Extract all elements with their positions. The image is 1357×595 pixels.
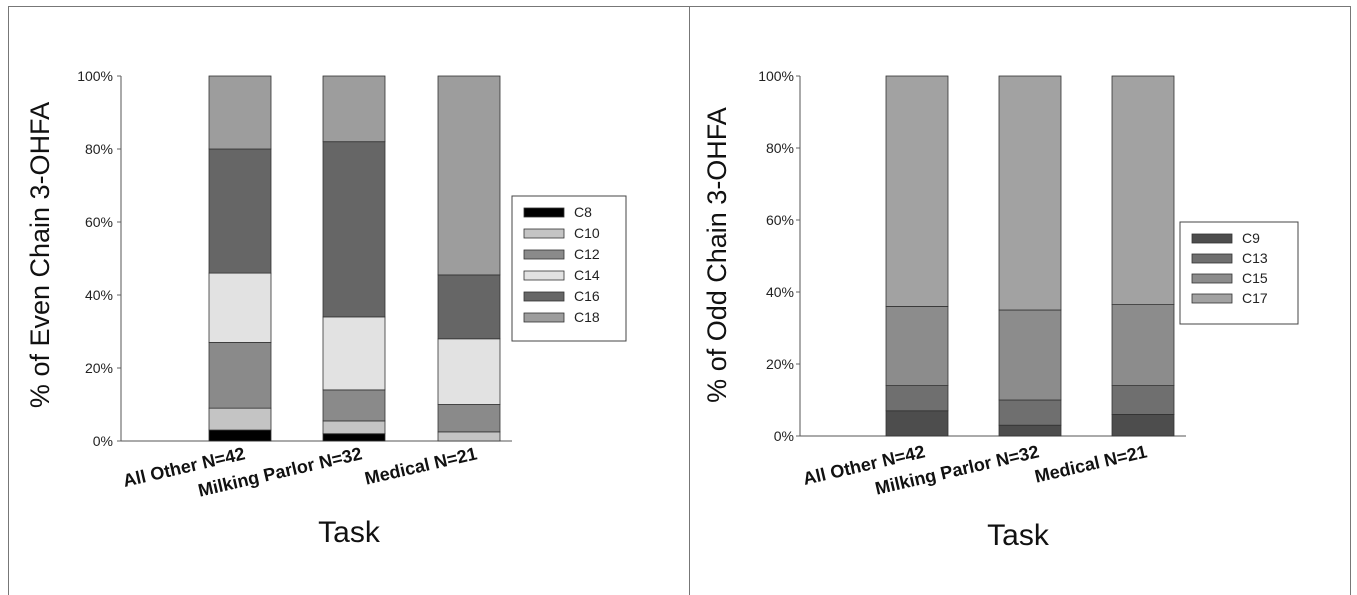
category-label: Medical N=21 <box>363 443 479 488</box>
y-tick-label: 100% <box>758 68 794 84</box>
y-tick-label: 60% <box>85 214 113 230</box>
y-tick-label: 20% <box>85 360 113 376</box>
legend-label-c15: C15 <box>1242 270 1268 286</box>
bar-segment-c18 <box>437 75 501 276</box>
legend-swatch-c13 <box>1191 253 1233 264</box>
legend-swatch-c18 <box>523 312 565 323</box>
bar-segment-c10 <box>322 420 386 435</box>
legend-swatch-c12 <box>523 249 565 260</box>
bar-segment-c14 <box>437 338 501 405</box>
legend-swatch-c15 <box>1191 273 1233 284</box>
odd-chain-chart-panel: 0% 20% 40% 60% 80% 100% All Other N=42 Milking … <box>690 6 1351 595</box>
legend-label-c9: C9 <box>1242 230 1260 246</box>
bar-segment-c17 <box>998 75 1062 311</box>
y-axis-title: % of Even Chain 3-OHFA <box>25 102 55 408</box>
x-axis-title: Task <box>318 516 381 549</box>
bar-segment-c14 <box>208 272 272 343</box>
bar-segment-c12 <box>208 342 272 409</box>
bar-segment-c14 <box>322 316 386 391</box>
legend-label-c18: C18 <box>574 309 600 325</box>
y-tick-label: 0% <box>93 433 113 449</box>
bar-segment-c13 <box>1111 385 1175 415</box>
bar-segment-c15 <box>998 309 1062 401</box>
odd-chain-stacked-bar-chart: 0%20%40%60%80%100%All Other N=42Milking … <box>702 68 1299 552</box>
legend-label-c14: C14 <box>574 267 600 283</box>
bar-segment-c13 <box>885 385 949 412</box>
bar-segment-c10 <box>208 407 272 431</box>
bar-segment-c12 <box>437 404 501 433</box>
bar-segment-c17 <box>885 75 949 307</box>
y-tick-label: 0% <box>774 428 794 444</box>
bar-segment-c16 <box>322 141 386 318</box>
y-tick-label: 80% <box>85 141 113 157</box>
bar-segment-c8 <box>208 429 272 442</box>
legend-label-c8: C8 <box>574 204 592 220</box>
even-chain-stacked-bar-chart: 0%20%40%60%80%100%All Other N=42Milking … <box>25 68 627 549</box>
bar-segment-c18 <box>208 75 272 150</box>
legend-label-c16: C16 <box>574 288 600 304</box>
bar-segment-c9 <box>885 410 949 437</box>
bar-segment-c8 <box>322 433 386 442</box>
legend-swatch-c9 <box>1191 233 1233 244</box>
y-tick-label: 40% <box>85 287 113 303</box>
legend-label-c12: C12 <box>574 246 600 262</box>
y-tick-label: 20% <box>766 356 794 372</box>
bar-segment-c18 <box>322 75 386 143</box>
y-tick-label: 40% <box>766 284 794 300</box>
bar-segment-c12 <box>322 389 386 422</box>
bar-segment-c10 <box>437 431 501 442</box>
legend-label-c17: C17 <box>1242 290 1268 306</box>
legend: C8 C10 C12 C14 C16 C18 <box>511 195 627 342</box>
y-tick-label: 100% <box>77 68 113 84</box>
bar-segment-c15 <box>885 305 949 386</box>
legend: C9 C13 C15 C17 <box>1179 221 1299 325</box>
bar-segment-c13 <box>998 399 1062 426</box>
category-label: Medical N=21 <box>1033 441 1149 486</box>
bar-segment-c9 <box>998 424 1062 437</box>
even-chain-chart-panel: 0% 20% 40% 60% 80% 100% All Other N=42 Milking … <box>8 6 690 595</box>
y-tick-label: 80% <box>766 140 794 156</box>
bar-segment-c16 <box>208 148 272 274</box>
legend-swatch-c8 <box>523 207 565 218</box>
legend-swatch-c10 <box>523 228 565 239</box>
legend-swatch-c17 <box>1191 293 1233 304</box>
bar-segment-c16 <box>437 274 501 340</box>
bar-segment-c9 <box>1111 413 1175 437</box>
y-tick-label: 60% <box>766 212 794 228</box>
bar-segment-c15 <box>1111 304 1175 387</box>
legend-swatch-c16 <box>523 291 565 302</box>
bar-segment-c17 <box>1111 75 1175 306</box>
legend-swatch-c14 <box>523 270 565 281</box>
legend-label-c10: C10 <box>574 225 600 241</box>
legend-label-c13: C13 <box>1242 250 1268 266</box>
x-axis-title: Task <box>987 519 1050 552</box>
y-axis-title: % of Odd Chain 3-OHFA <box>702 107 732 403</box>
